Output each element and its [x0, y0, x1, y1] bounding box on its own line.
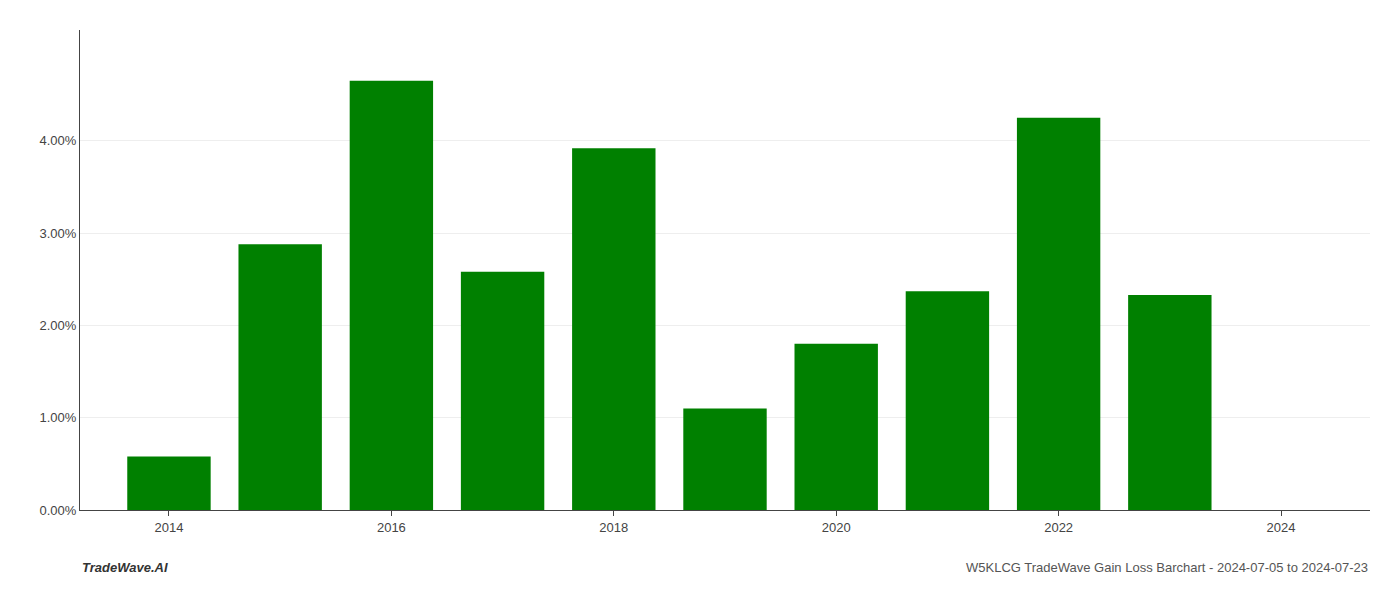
- svg-text:2016: 2016: [377, 520, 406, 535]
- svg-text:2022: 2022: [1044, 520, 1073, 535]
- svg-text:2018: 2018: [599, 520, 628, 535]
- svg-text:2.00%: 2.00%: [40, 318, 77, 333]
- svg-text:1.00%: 1.00%: [40, 410, 77, 425]
- svg-text:4.00%: 4.00%: [40, 133, 77, 148]
- svg-text:3.00%: 3.00%: [40, 226, 77, 241]
- svg-text:2020: 2020: [822, 520, 851, 535]
- svg-text:2014: 2014: [155, 520, 184, 535]
- svg-text:0.00%: 0.00%: [40, 503, 77, 518]
- svg-text:W5KLCG TradeWave Gain Loss Bar: W5KLCG TradeWave Gain Loss Barchart - 20…: [966, 560, 1368, 575]
- svg-text:2024: 2024: [1267, 520, 1296, 535]
- svg-text:TradeWave.AI: TradeWave.AI: [82, 560, 168, 575]
